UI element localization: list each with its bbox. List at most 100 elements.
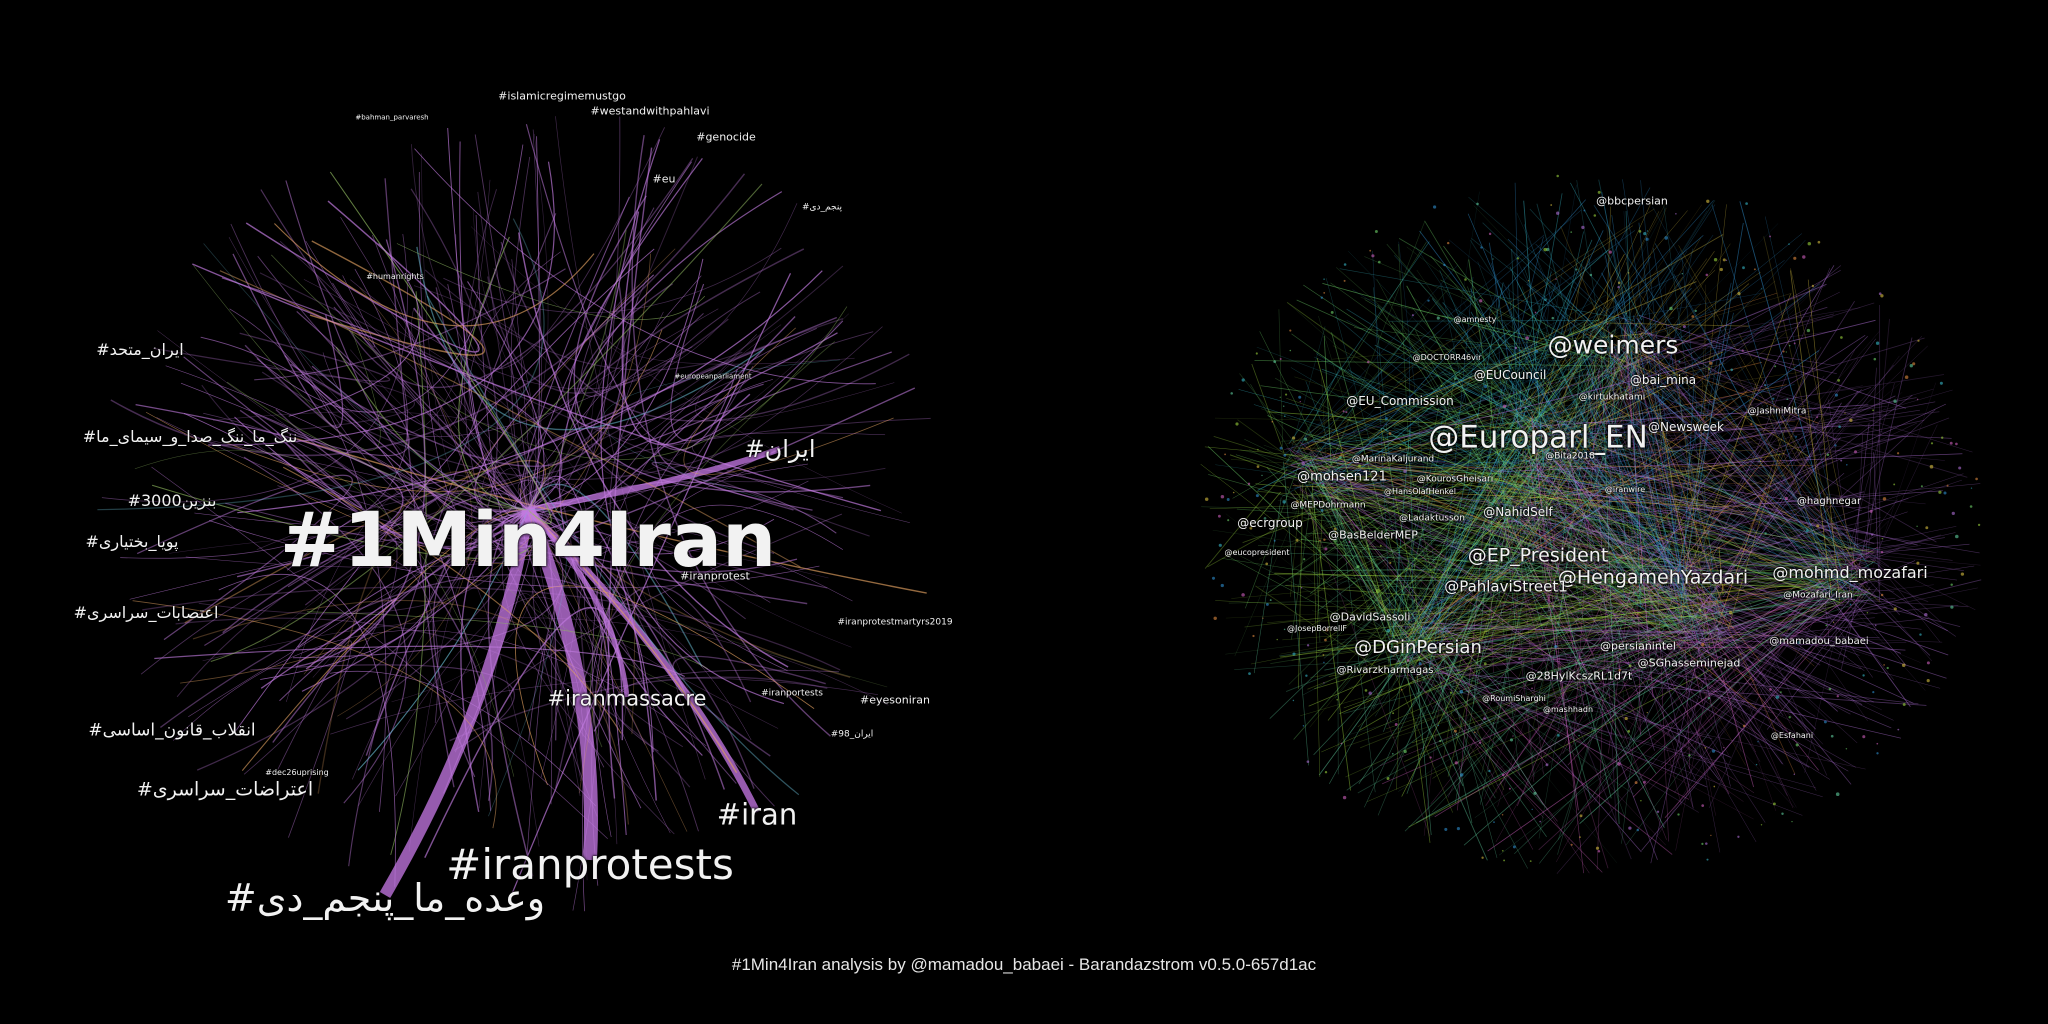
mention-label: @Mozafari_Iran bbox=[1783, 590, 1853, 601]
edge bbox=[1352, 440, 1528, 626]
mention-label: @Bita2018 bbox=[1545, 451, 1595, 462]
node bbox=[1872, 409, 1874, 412]
edge bbox=[157, 330, 531, 549]
node bbox=[1874, 624, 1877, 627]
node bbox=[1826, 453, 1830, 457]
edge bbox=[1386, 243, 1723, 637]
edge bbox=[305, 240, 375, 348]
edge bbox=[1629, 331, 1835, 366]
edge bbox=[1650, 593, 1713, 864]
edge bbox=[1356, 525, 1527, 542]
edge bbox=[256, 144, 524, 413]
edge bbox=[1654, 243, 1849, 593]
edge bbox=[1560, 225, 1717, 606]
node bbox=[1483, 662, 1487, 666]
edge bbox=[1700, 605, 1848, 658]
edge bbox=[261, 371, 751, 481]
edge bbox=[1585, 333, 1819, 424]
node bbox=[1760, 824, 1763, 826]
edge bbox=[1393, 255, 1560, 435]
edge bbox=[1442, 651, 1505, 791]
edge bbox=[204, 498, 437, 646]
node bbox=[1579, 836, 1581, 838]
node bbox=[1406, 488, 1409, 490]
edge bbox=[1552, 455, 1832, 573]
edge bbox=[286, 474, 529, 702]
edge bbox=[1337, 374, 1593, 398]
edge bbox=[1391, 502, 1562, 671]
edge bbox=[1426, 400, 1640, 633]
node bbox=[1369, 249, 1372, 252]
edge bbox=[1407, 496, 1462, 644]
edge bbox=[1574, 337, 1674, 585]
edge bbox=[1681, 538, 1766, 587]
hashtag-label: #bahman_parvaresh bbox=[355, 113, 429, 122]
edge bbox=[1519, 514, 1688, 540]
edge bbox=[1283, 472, 1964, 572]
edge bbox=[1408, 565, 1542, 651]
edge bbox=[1693, 629, 1731, 787]
edge bbox=[1708, 581, 1827, 690]
edge bbox=[1296, 449, 1676, 575]
edge bbox=[1511, 248, 1700, 630]
edge bbox=[1411, 296, 1559, 412]
edge bbox=[1515, 440, 1604, 522]
edge bbox=[1300, 444, 1438, 637]
edge bbox=[1326, 319, 1590, 505]
node bbox=[1403, 469, 1407, 473]
edge bbox=[1291, 333, 1681, 613]
node bbox=[1282, 500, 1286, 504]
edge bbox=[1637, 599, 1641, 736]
edge bbox=[1657, 560, 1887, 570]
edge bbox=[1529, 390, 1627, 589]
edge bbox=[1327, 221, 1425, 474]
edge bbox=[1298, 323, 1419, 479]
edge bbox=[1343, 493, 1863, 573]
edge bbox=[1677, 355, 1900, 650]
edge bbox=[1331, 332, 1412, 623]
node bbox=[1333, 527, 1337, 531]
edge bbox=[1666, 569, 1858, 744]
edge bbox=[1312, 273, 1682, 455]
node bbox=[1241, 593, 1245, 597]
edge bbox=[1617, 315, 1668, 434]
node bbox=[1830, 734, 1834, 738]
edge bbox=[250, 410, 545, 532]
edge bbox=[1474, 633, 1725, 818]
node bbox=[1791, 820, 1793, 823]
node bbox=[1838, 425, 1841, 429]
edge bbox=[1415, 561, 1874, 824]
node bbox=[1737, 291, 1741, 296]
edge bbox=[1681, 293, 1791, 592]
node bbox=[1279, 358, 1282, 360]
edge bbox=[1321, 377, 1328, 475]
edge bbox=[225, 329, 663, 493]
edge bbox=[1681, 338, 1876, 598]
edge bbox=[1392, 390, 1748, 657]
edge bbox=[1648, 603, 1828, 791]
edge bbox=[1513, 462, 1835, 513]
edge bbox=[1408, 601, 1843, 828]
edge bbox=[1607, 351, 1937, 543]
node bbox=[1211, 576, 1216, 580]
edge bbox=[1686, 551, 1863, 760]
edge bbox=[1359, 549, 1402, 656]
edge bbox=[1424, 605, 1959, 657]
edge bbox=[408, 507, 529, 852]
node bbox=[1516, 257, 1520, 260]
edge bbox=[300, 374, 538, 557]
mention-label: @kirtukhatami bbox=[1578, 392, 1646, 403]
edge bbox=[1313, 498, 1321, 643]
edge bbox=[1673, 273, 1849, 599]
edge bbox=[1840, 586, 1861, 671]
edge bbox=[1419, 230, 1661, 552]
edge bbox=[203, 243, 529, 511]
node bbox=[1628, 826, 1632, 830]
edge bbox=[1320, 230, 1636, 462]
edge bbox=[173, 630, 707, 747]
edge bbox=[1453, 332, 1606, 664]
edge bbox=[1639, 321, 1932, 662]
edge bbox=[1827, 567, 1868, 572]
edge bbox=[1562, 443, 1876, 598]
edge bbox=[1479, 443, 1541, 664]
